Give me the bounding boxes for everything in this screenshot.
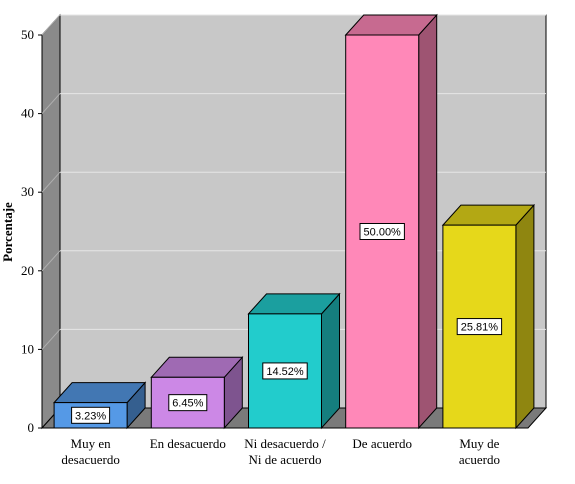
gridline-side xyxy=(41,250,61,272)
y-tick-label: 20 xyxy=(21,263,34,278)
data-label-box xyxy=(359,223,405,240)
y-tick-label: 50 xyxy=(21,27,34,42)
y-tick-label: 10 xyxy=(21,341,34,356)
y-tick-label: 30 xyxy=(21,184,34,199)
plot-side-wall xyxy=(41,13,61,430)
data-label-box xyxy=(456,318,503,336)
x-tick-label: En desacuerdo xyxy=(150,436,226,451)
data-label: 50.00% xyxy=(364,227,402,239)
bar-3: 14.52% xyxy=(247,292,341,430)
bar-1: 3.23% xyxy=(52,381,147,430)
gridline-side xyxy=(41,171,61,193)
bar-2: 6.45% xyxy=(150,356,244,430)
data-label: 14.52% xyxy=(266,366,304,378)
data-label-box xyxy=(71,406,111,424)
x-tick-label: Ni desacuerdo / Ni de acuerdo xyxy=(244,436,326,467)
y-tick-label: 0 xyxy=(28,420,35,435)
gridline-side xyxy=(41,329,61,350)
data-label-box xyxy=(262,362,308,380)
gridline-side xyxy=(41,93,61,114)
y-tick-label: 40 xyxy=(21,106,34,121)
x-tick-label: De acuerdo xyxy=(352,436,412,451)
x-tick-label: Muy de acuerdo xyxy=(459,436,500,467)
bar-side xyxy=(321,292,340,430)
bar-5: 25.81% xyxy=(441,203,536,430)
data-label: 3.23% xyxy=(75,410,106,422)
bar-side xyxy=(418,13,438,430)
bar-front xyxy=(150,376,225,429)
y-axis-label: Porcentaje xyxy=(0,202,15,262)
bar-front xyxy=(248,313,322,429)
bar-4: 50.00% xyxy=(344,13,438,430)
data-label: 25.81% xyxy=(461,322,499,334)
x-tick-label: Muy en desacuerdo xyxy=(61,436,119,467)
data-label: 6.45% xyxy=(172,398,203,410)
bar-side xyxy=(515,203,535,430)
gridline-side xyxy=(41,14,61,36)
data-label-box xyxy=(168,394,208,412)
